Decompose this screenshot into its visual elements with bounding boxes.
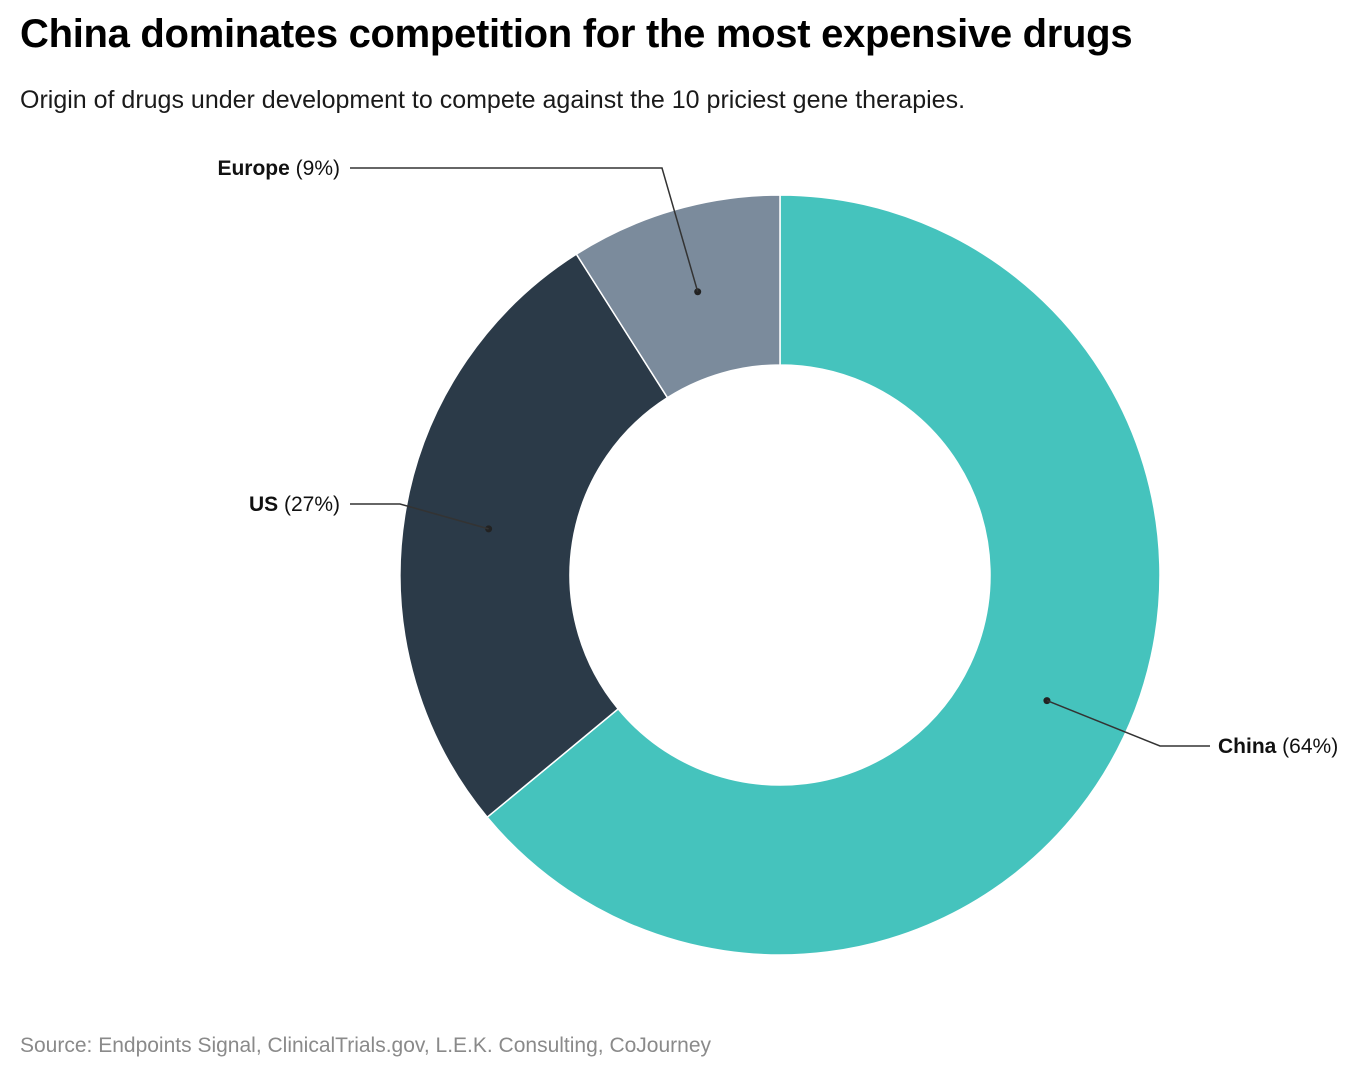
chart-subtitle: Origin of drugs under development to com…	[20, 86, 966, 114]
slice-label-us: US (27%)	[249, 493, 340, 516]
slice-label-value: (27%)	[278, 493, 340, 516]
donut-slices	[399, 194, 1161, 956]
slice-us[interactable]	[399, 253, 669, 819]
slice-label-name: Europe	[217, 157, 289, 180]
leader-line-us	[350, 503, 489, 530]
leader-line-china	[1046, 699, 1210, 747]
slice-label-value: (64%)	[1276, 735, 1338, 758]
slice-label-name: US	[249, 493, 278, 516]
slice-label-name: China	[1218, 735, 1277, 758]
donut-labels: China (64%) US (27%) Europe (9%)	[217, 157, 1338, 758]
leader-line-europe	[350, 167, 699, 292]
slice-europe[interactable]	[575, 194, 781, 399]
slice-label-value: (9%)	[290, 157, 340, 180]
slice-china[interactable]	[486, 194, 1161, 956]
slice-label-europe: Europe (9%)	[217, 157, 340, 180]
source-note: Source: Endpoints Signal, ClinicalTrials…	[20, 1034, 712, 1057]
chart-title: China dominates competition for the most…	[20, 12, 1133, 56]
slice-label-china: China (64%)	[1218, 735, 1338, 758]
